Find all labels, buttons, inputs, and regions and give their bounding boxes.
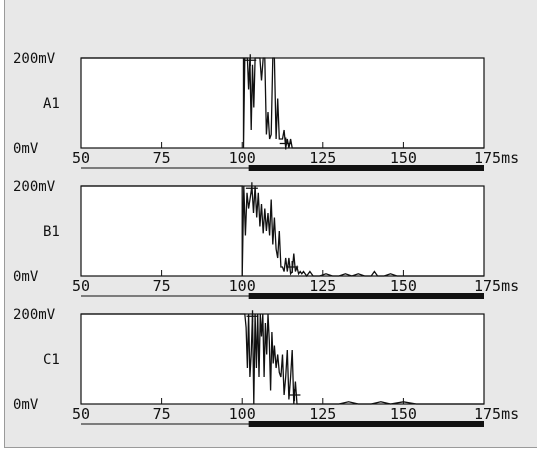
data-line — [81, 313, 484, 405]
response-bar — [248, 293, 484, 299]
chart-frame: 200mV A1 0mV 50 75 100 125 150 175ms 200mV B1 0mV 50… — [4, 0, 537, 448]
y-tick-label-bottom: 0mV — [13, 269, 39, 285]
x-tick-label: 175ms — [474, 405, 519, 423]
response-bar — [248, 165, 484, 171]
cursor-marker — [244, 54, 257, 67]
panel-frame — [80, 185, 485, 277]
x-tick-label: 100 — [229, 149, 256, 167]
x-tick-label: 100 — [229, 277, 256, 295]
x-tick-label: 125 — [309, 277, 336, 295]
y-tick-label-bottom: 0mV — [13, 397, 39, 413]
x-tick-label: 50 — [72, 149, 90, 167]
y-tick-label-top: 200mV — [13, 51, 56, 67]
cursor-marker — [286, 261, 299, 273]
x-tick-label: 150 — [390, 277, 417, 295]
cursor-marker — [245, 182, 258, 195]
chart-svg: 200mV A1 0mV 50 75 100 125 150 175ms 200mV B1 0mV 50… — [13, 51, 519, 427]
x-tick-label: 75 — [153, 277, 171, 295]
x-tick-label: 125 — [309, 405, 336, 423]
cursor-marker — [288, 389, 301, 401]
panel-name: B1 — [43, 224, 60, 240]
x-tick-label: 125 — [309, 149, 336, 167]
y-tick-label-top: 200mV — [13, 179, 56, 195]
panel-frame — [80, 57, 485, 149]
data-line — [81, 185, 484, 278]
x-tick-label: 150 — [390, 405, 417, 423]
cursor-marker — [279, 137, 292, 150]
x-tick-label: 100 — [229, 405, 256, 423]
y-tick-label-top: 200mV — [13, 307, 56, 323]
response-bar — [248, 421, 484, 427]
x-tick-label: 75 — [153, 405, 171, 423]
x-tick-label: 175ms — [474, 149, 519, 167]
x-tick-label: 75 — [153, 149, 171, 167]
x-tick-label: 175ms — [474, 277, 519, 295]
x-tick-label: 50 — [72, 405, 90, 423]
x-tick-label: 150 — [390, 149, 417, 167]
x-tick-label: 50 — [72, 277, 90, 295]
panel-name: A1 — [43, 96, 60, 112]
panel-name: C1 — [43, 352, 60, 368]
cursor-marker — [246, 310, 259, 323]
y-tick-label-bottom: 0mV — [13, 141, 39, 157]
